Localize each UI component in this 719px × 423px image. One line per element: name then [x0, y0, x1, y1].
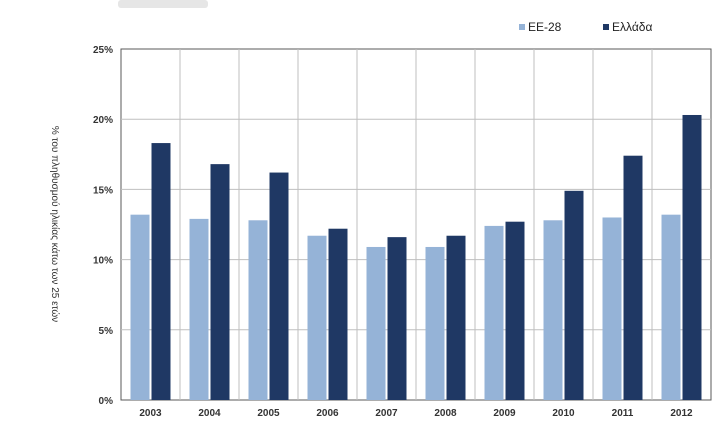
- y-axis-ticks: 0% 5% 10% 15% 20% 25%: [93, 45, 113, 407]
- x-tick-label-2007: 2007: [375, 408, 398, 419]
- y-tick-label: 5%: [99, 326, 114, 337]
- bar-ee28-2012: [661, 214, 681, 400]
- bar-ee28-2005: [248, 220, 268, 400]
- legend-label-ee28: ΕΕ-28: [528, 20, 562, 34]
- legend-swatch-greece: [603, 24, 609, 30]
- x-tick-label-2010: 2010: [552, 408, 575, 419]
- y-tick-label: 25%: [93, 45, 113, 56]
- y-tick-label: 10%: [93, 256, 113, 267]
- bar-greece-2010: [564, 190, 584, 400]
- y-tick-label: 15%: [93, 185, 113, 196]
- legend-swatch-ee28: [519, 24, 525, 30]
- x-tick-label-2008: 2008: [434, 408, 457, 419]
- x-tick-label-2004: 2004: [198, 408, 221, 419]
- x-tick-label-2009: 2009: [493, 408, 516, 419]
- cropped-title-remnant: [118, 0, 208, 8]
- bar-ee28-2003: [130, 214, 150, 400]
- legend-item-ee28: ΕΕ-28: [519, 20, 562, 34]
- bar-greece-2008: [446, 235, 466, 400]
- x-tick-label-2005: 2005: [257, 408, 280, 419]
- legend: ΕΕ-28 Ελλάδα: [519, 20, 652, 34]
- bar-greece-2011: [623, 155, 643, 400]
- plot-area: [120, 48, 712, 401]
- bar-ee28-2004: [189, 218, 209, 400]
- bar-greece-2005: [269, 172, 289, 400]
- bar-ee28-2007: [366, 246, 386, 400]
- bar-ee28-2009: [484, 225, 504, 400]
- bar-greece-2003: [151, 143, 171, 400]
- x-tick-label-2011: 2011: [612, 408, 634, 419]
- bar-ee28-2010: [543, 220, 563, 400]
- y-tick-label: 20%: [93, 115, 113, 126]
- x-tick-label-2006: 2006: [316, 408, 339, 419]
- x-tick-label-2012: 2012: [670, 408, 693, 419]
- legend-item-greece: Ελλάδα: [603, 20, 652, 34]
- y-axis-label: % του πληθυσμού ηλικίας κάτω των 25 ετών: [49, 126, 61, 322]
- y-tick-label: 0%: [99, 396, 114, 407]
- bars: [130, 114, 702, 400]
- x-tick-label-2003: 2003: [139, 408, 162, 419]
- bar-ee28-2006: [307, 235, 327, 400]
- bar-ee28-2011: [602, 217, 622, 400]
- bar-greece-2009: [505, 221, 525, 400]
- x-axis-ticks: 2003 2004 2005 2006 2007 2008 2009 2010 2011 2012: [139, 408, 693, 419]
- bar-greece-2007: [387, 237, 407, 400]
- bar-greece-2004: [210, 164, 230, 400]
- bar-greece-2006: [328, 228, 348, 400]
- bar-greece-2012: [682, 114, 702, 400]
- legend-label-greece: Ελλάδα: [612, 20, 652, 34]
- bar-ee28-2008: [425, 246, 445, 400]
